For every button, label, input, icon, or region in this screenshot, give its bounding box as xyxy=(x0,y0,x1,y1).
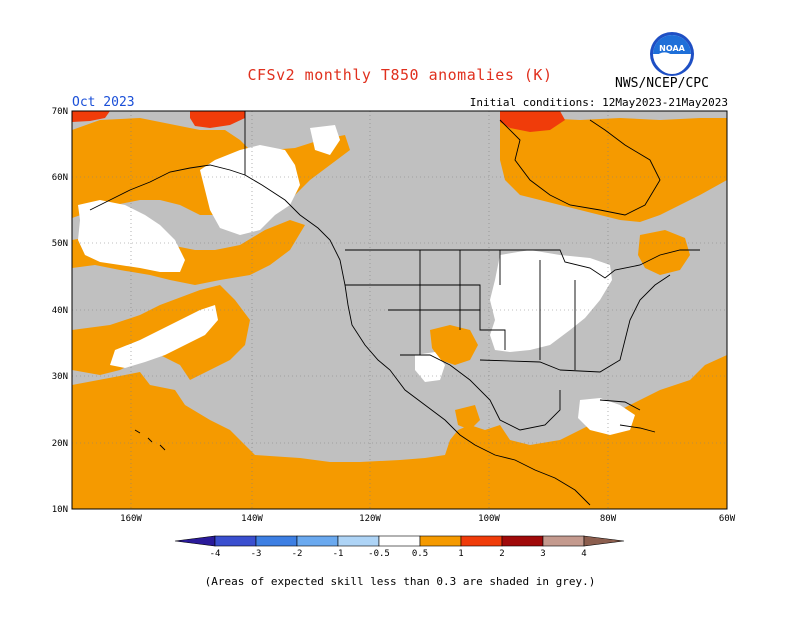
coastlines xyxy=(89,111,700,506)
colorbar-seg-neutral xyxy=(378,535,421,547)
colorbar-label-m05: -0.5 xyxy=(368,549,390,559)
neutral-regions xyxy=(78,125,635,435)
forecast-month: Oct 2023 xyxy=(72,95,135,110)
lon-label-80w: 80W xyxy=(600,514,617,524)
lat-label-70n: 70N xyxy=(52,107,68,117)
lat-label-40n: 40N xyxy=(52,306,68,316)
colorbar-label-05: 0.5 xyxy=(412,549,428,559)
colorbar-seg-lt-4 xyxy=(174,535,216,547)
map-frame xyxy=(71,110,728,510)
initial-conditions: Initial conditions: 12May2023-21May2023 xyxy=(469,96,728,109)
lon-label-100w: 100W xyxy=(478,514,500,524)
colorbar-seg-m1-m05 xyxy=(337,535,380,547)
colorbar-label-2: 2 xyxy=(499,549,504,559)
colorbar-seg-3-4 xyxy=(542,535,585,547)
lat-label-50n: 50N xyxy=(52,239,68,249)
colorbar-seg-m3-m2 xyxy=(255,535,298,547)
colorbar-label-m1: -1 xyxy=(333,549,344,559)
colorbar xyxy=(174,535,625,547)
lon-label-140w: 140W xyxy=(241,514,263,524)
colorbar-seg-1-2 xyxy=(460,535,503,547)
colorbar-seg-05-1 xyxy=(419,535,462,547)
colorbar-seg-m4-m3 xyxy=(214,535,257,547)
lat-label-60n: 60N xyxy=(52,173,68,183)
colorbar-label-4: 4 xyxy=(581,549,586,559)
lat-label-20n: 20N xyxy=(52,439,68,449)
agency-label: NWS/NCEP/CPC xyxy=(615,76,709,91)
svg-text:NOAA: NOAA xyxy=(659,44,685,53)
strong-warm-anomaly-regions xyxy=(72,111,565,132)
colorbar-label-3: 3 xyxy=(540,549,545,559)
colorbar-label-m2: -2 xyxy=(292,549,303,559)
lon-label-160w: 160W xyxy=(120,514,142,524)
colorbar-seg-2-3 xyxy=(501,535,544,547)
colorbar-seg-gt-4 xyxy=(583,535,625,547)
colorbar-seg-m2-m1 xyxy=(296,535,339,547)
map-title: CFSv2 monthly T850 anomalies (K) xyxy=(247,66,553,84)
colorbar-label-m3: -3 xyxy=(251,549,262,559)
colorbar-label-m4: -4 xyxy=(210,549,221,559)
noaa-logo-icon: NOAA xyxy=(650,32,694,76)
lon-label-60w: 60W xyxy=(719,514,736,524)
lat-label-10n: 10N xyxy=(52,505,68,515)
lat-label-30n: 30N xyxy=(52,372,68,382)
lon-label-120w: 120W xyxy=(359,514,381,524)
skill-footnote: (Areas of expected skill less than 0.3 a… xyxy=(204,575,596,588)
colorbar-label-1: 1 xyxy=(458,549,463,559)
